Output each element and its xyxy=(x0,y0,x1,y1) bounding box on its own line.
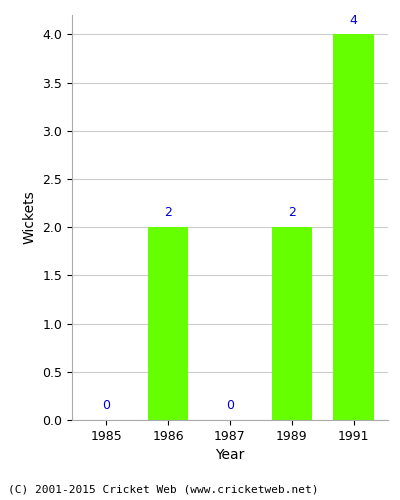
Y-axis label: Wickets: Wickets xyxy=(23,190,37,244)
Bar xyxy=(148,227,188,420)
Text: 2: 2 xyxy=(288,206,296,220)
X-axis label: Year: Year xyxy=(215,448,245,462)
Bar xyxy=(334,34,374,420)
Text: 0: 0 xyxy=(226,400,234,412)
Text: (C) 2001-2015 Cricket Web (www.cricketweb.net): (C) 2001-2015 Cricket Web (www.cricketwe… xyxy=(8,485,318,495)
Text: 4: 4 xyxy=(350,14,358,26)
Bar xyxy=(272,227,312,420)
Text: 0: 0 xyxy=(102,400,110,412)
Text: 2: 2 xyxy=(164,206,172,220)
